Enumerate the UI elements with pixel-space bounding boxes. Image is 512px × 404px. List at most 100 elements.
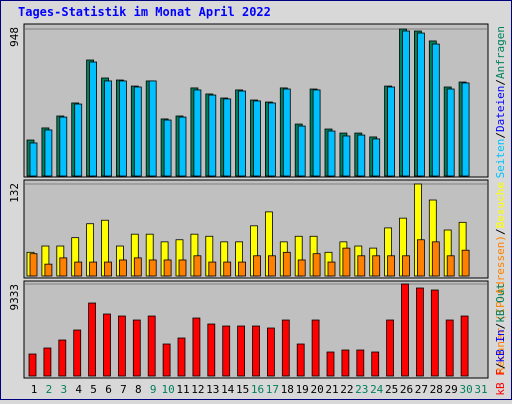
bar bbox=[341, 349, 350, 377]
bar bbox=[104, 80, 112, 177]
x-tick-label: 25 bbox=[385, 383, 398, 396]
bar bbox=[193, 89, 202, 177]
bar bbox=[148, 80, 157, 177]
x-tick-label: 26 bbox=[400, 383, 413, 396]
legend: kB F/kB In/kB Out bbox=[494, 283, 507, 396]
x-tick-label: 16 bbox=[251, 383, 264, 396]
bar bbox=[446, 88, 455, 177]
x-tick-label: 18 bbox=[281, 383, 294, 396]
bar bbox=[446, 255, 455, 277]
bar bbox=[223, 98, 232, 177]
bar bbox=[43, 347, 52, 377]
x-tick-label: 11 bbox=[176, 383, 189, 396]
y-tick-label: 132 bbox=[8, 183, 21, 203]
bar bbox=[445, 319, 454, 377]
x-tick-label: 12 bbox=[191, 383, 204, 396]
x-tick-label: 3 bbox=[60, 383, 67, 396]
bar bbox=[416, 32, 425, 177]
legend: Seiten/Dateien/Anfragen bbox=[494, 26, 507, 178]
bar bbox=[401, 283, 409, 377]
legend-entry: Besuche bbox=[494, 182, 507, 228]
bar bbox=[402, 30, 410, 177]
x-tick-label: 15 bbox=[236, 383, 249, 396]
legend-entry: / bbox=[494, 323, 507, 330]
bar bbox=[282, 251, 291, 277]
legend-entry: kB In bbox=[494, 329, 507, 362]
x-tick-label: 24 bbox=[370, 383, 384, 396]
bar bbox=[133, 257, 142, 277]
bar bbox=[193, 255, 202, 277]
bar bbox=[208, 94, 217, 177]
bar bbox=[73, 329, 82, 377]
x-tick-label: 29 bbox=[445, 383, 458, 396]
bar bbox=[88, 302, 96, 377]
bar bbox=[342, 135, 351, 177]
bar bbox=[118, 315, 126, 377]
legend-entry: / bbox=[494, 363, 507, 370]
bar bbox=[415, 287, 424, 377]
bar bbox=[386, 319, 395, 377]
bar bbox=[327, 130, 336, 177]
bar bbox=[178, 259, 187, 277]
bar bbox=[147, 315, 156, 377]
bar bbox=[119, 80, 127, 177]
x-tick-label: 8 bbox=[135, 383, 142, 396]
bar bbox=[267, 255, 276, 277]
bar bbox=[162, 343, 171, 377]
bar bbox=[357, 134, 366, 177]
x-tick-label: 6 bbox=[105, 383, 112, 396]
legend-entry: / bbox=[494, 228, 507, 235]
x-tick-label: 27 bbox=[415, 383, 428, 396]
bar bbox=[148, 259, 157, 277]
bar bbox=[132, 319, 141, 377]
chart-title: Tages-Statistik im Monat April 2022 bbox=[18, 5, 271, 19]
x-tick-label: 17 bbox=[266, 383, 279, 396]
bar bbox=[387, 86, 396, 177]
bar bbox=[402, 255, 410, 277]
bar bbox=[163, 259, 172, 277]
bar bbox=[74, 103, 83, 177]
legend-entry: Seiten bbox=[494, 139, 507, 179]
bar bbox=[342, 247, 351, 277]
bar bbox=[44, 129, 53, 177]
bar bbox=[253, 255, 261, 277]
bar bbox=[281, 319, 290, 377]
x-tick-label: 9 bbox=[150, 383, 157, 396]
bar bbox=[58, 339, 67, 377]
legend-entry: Dateien bbox=[494, 86, 507, 132]
bar bbox=[297, 259, 306, 277]
bar bbox=[297, 125, 306, 177]
bar bbox=[326, 351, 335, 377]
y-tick-label: 9333 bbox=[8, 284, 21, 311]
bar bbox=[163, 119, 172, 177]
bar bbox=[311, 319, 320, 377]
bar bbox=[133, 86, 142, 177]
bar bbox=[29, 253, 38, 277]
x-tick-label: 19 bbox=[296, 383, 309, 396]
bar bbox=[44, 263, 53, 277]
legend-entry: kB F bbox=[494, 369, 507, 396]
legend-entry: / bbox=[494, 132, 507, 139]
bar bbox=[74, 261, 83, 277]
bar bbox=[104, 261, 112, 277]
x-tick-label: 1 bbox=[31, 383, 38, 396]
bar bbox=[430, 289, 439, 377]
bar bbox=[312, 253, 321, 277]
bar bbox=[89, 61, 97, 177]
bar bbox=[119, 259, 127, 277]
bar bbox=[431, 241, 440, 277]
bar bbox=[282, 88, 291, 177]
x-tick-label: 10 bbox=[161, 383, 174, 396]
x-tick-label: 23 bbox=[355, 383, 368, 396]
bar bbox=[312, 89, 321, 177]
bar bbox=[372, 138, 381, 177]
bar bbox=[103, 313, 111, 377]
bar bbox=[296, 343, 305, 377]
legend-entry: Anfragen bbox=[494, 26, 507, 79]
x-tick-label: 30 bbox=[459, 383, 472, 396]
x-tick-label: 22 bbox=[340, 383, 353, 396]
x-tick-label: 13 bbox=[206, 383, 219, 396]
x-tick-label: 31 bbox=[474, 383, 487, 396]
